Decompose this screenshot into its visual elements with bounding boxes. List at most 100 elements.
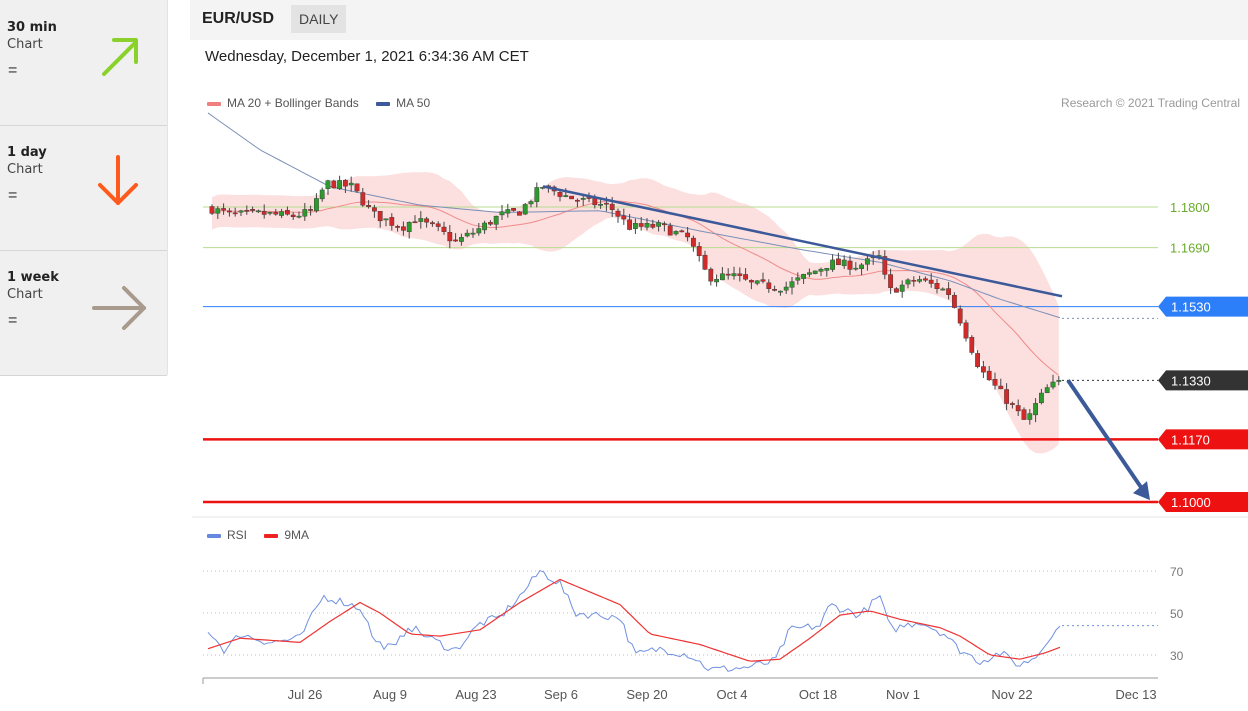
candle [366,204,371,208]
timeframe-badge[interactable]: DAILY [291,5,347,33]
level-label: 1.1690 [1170,241,1210,256]
candle [760,279,766,282]
candle [940,288,946,291]
candle [395,226,400,228]
candle [331,180,337,189]
level-tag-label: 1.1000 [1171,495,1211,510]
candle [859,264,865,269]
bollinger-band [212,172,1059,454]
candle [464,232,470,237]
candle [256,210,261,213]
level-tag [1158,429,1248,450]
candle [946,288,952,295]
candle [969,336,975,353]
x-axis-label: Aug 23 [455,687,496,702]
candle [598,204,604,206]
timeframe-card-1week[interactable]: 1 week Chart = [0,250,167,376]
chart-header: EUR/USD DAILY [190,0,1248,40]
candle [534,187,540,202]
level-tag [1158,370,1248,391]
candle [731,273,737,277]
rsi-axis-label: 70 [1170,565,1184,579]
candle [1004,389,1010,404]
candle [215,208,221,214]
candle [226,210,232,213]
copyright-text: Research © 2021 Trading Central [1061,96,1240,110]
rsi-axis-label: 50 [1170,607,1184,621]
candle [905,279,911,285]
candle [488,222,493,225]
candle [337,180,342,190]
level-tag-label: 1.1530 [1171,300,1211,315]
candle [691,237,696,247]
right-arrow-icon [92,286,146,330]
candle [836,258,841,266]
currency-pair-title: EUR/USD [202,10,275,27]
rsi-axis-label: 30 [1170,649,1184,663]
candle [865,258,870,265]
candle [725,273,731,276]
x-axis-label: Sep 20 [626,687,667,702]
candle [766,282,772,289]
candle [662,223,667,226]
candle [708,268,714,282]
candle [998,385,1004,390]
candle [372,207,377,212]
forecast-arrow-shaft [1066,379,1145,492]
candle [389,217,395,226]
candle [285,210,290,215]
timeframe-card-1day[interactable]: 1 day Chart = [0,125,167,251]
x-axis-label: Sep 6 [544,687,578,702]
candle [801,274,807,279]
legend-item-ma20: MA 20 + Bollinger Bands [207,96,359,110]
candle [981,366,986,373]
candle [934,283,940,289]
candle [952,294,957,308]
candle [656,222,662,227]
candle [714,278,720,283]
candle [1050,381,1056,388]
candle [325,180,331,190]
candle [360,192,366,206]
candle [406,222,412,232]
chart-datetime: Wednesday, December 1, 2021 6:34:36 AM C… [205,48,529,65]
candle [1044,387,1050,394]
candle [435,223,441,227]
timeframe-subtitle: Chart [7,37,43,52]
candle [667,225,673,236]
candle [522,204,528,215]
legend-item-ma50: MA 50 [376,96,430,110]
candle [528,201,534,205]
candle [807,272,812,275]
up-right-arrow-icon [102,38,138,76]
candle [911,279,917,282]
main-legend: MA 20 + Bollinger Bands MA 50 [207,96,430,110]
candle [621,215,627,220]
candle [1033,403,1039,416]
candle [685,232,691,238]
candle [673,231,679,235]
candle [476,228,482,234]
candle [470,232,476,235]
candle [830,259,836,270]
down-arrow-icon [98,155,138,205]
candle [290,214,296,218]
candle [592,197,598,206]
timeframe-subtitle: Chart [7,287,43,302]
candle [343,179,348,187]
candle [615,210,621,217]
candle [401,226,406,231]
candle [221,208,226,211]
timeframe-card-30min[interactable]: 30 min Chart = [0,0,167,126]
x-axis-label: Oct 18 [799,687,837,702]
candle [261,211,267,215]
x-axis-label: Nov 22 [991,687,1032,702]
timeframe-sidebar: 30 min Chart = 1 day Chart = 1 week Char… [0,0,168,376]
rsi-line [207,569,1061,672]
candle [923,278,928,281]
candle [319,189,325,200]
candle [209,206,215,214]
level-tag-label: 1.1330 [1171,373,1211,388]
candle [841,259,847,266]
